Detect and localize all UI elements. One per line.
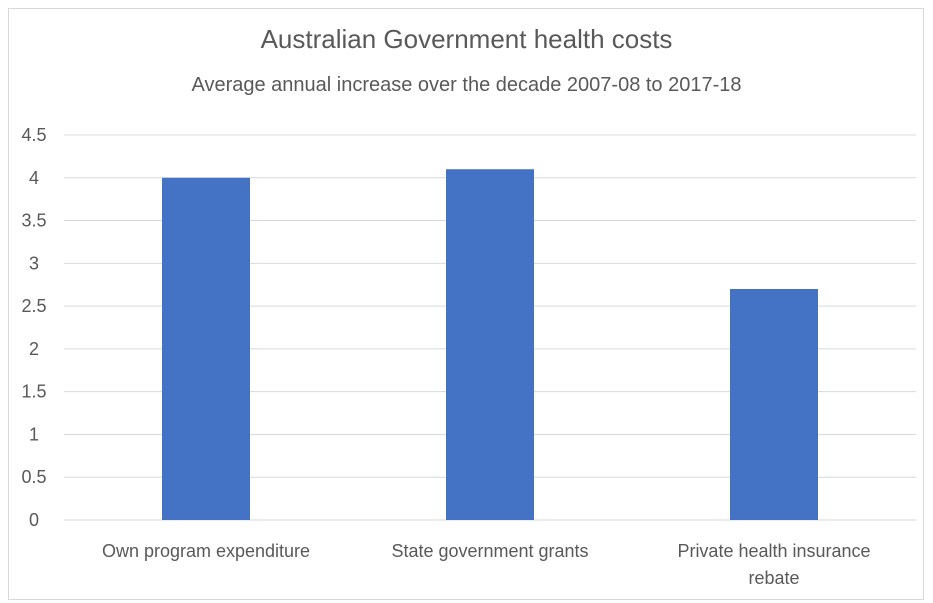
y-tick-label: 2: [29, 339, 39, 359]
y-tick-label: 2.5: [21, 296, 46, 316]
y-tick-label: 3: [29, 253, 39, 273]
x-category-label: rebate: [748, 568, 799, 588]
bar: [162, 177, 250, 520]
bar: [730, 289, 818, 520]
x-category-label: State government grants: [391, 541, 588, 561]
x-category-label: Private health insurance: [677, 541, 870, 561]
y-tick-label: 3.5: [21, 211, 46, 231]
y-tick-label: 0.5: [21, 467, 46, 487]
bar: [446, 169, 534, 520]
chart-subtitle: Average annual increase over the decade …: [191, 74, 742, 96]
y-tick-label: 1.5: [21, 382, 46, 402]
x-category-label: Own program expenditure: [102, 541, 310, 561]
chart-title: Australian Government health costs: [260, 24, 673, 54]
y-tick-label: 1: [29, 424, 39, 444]
y-tick-label: 0: [29, 510, 39, 530]
y-tick-label: 4: [29, 168, 39, 188]
y-tick-label: 4.5: [21, 125, 46, 145]
